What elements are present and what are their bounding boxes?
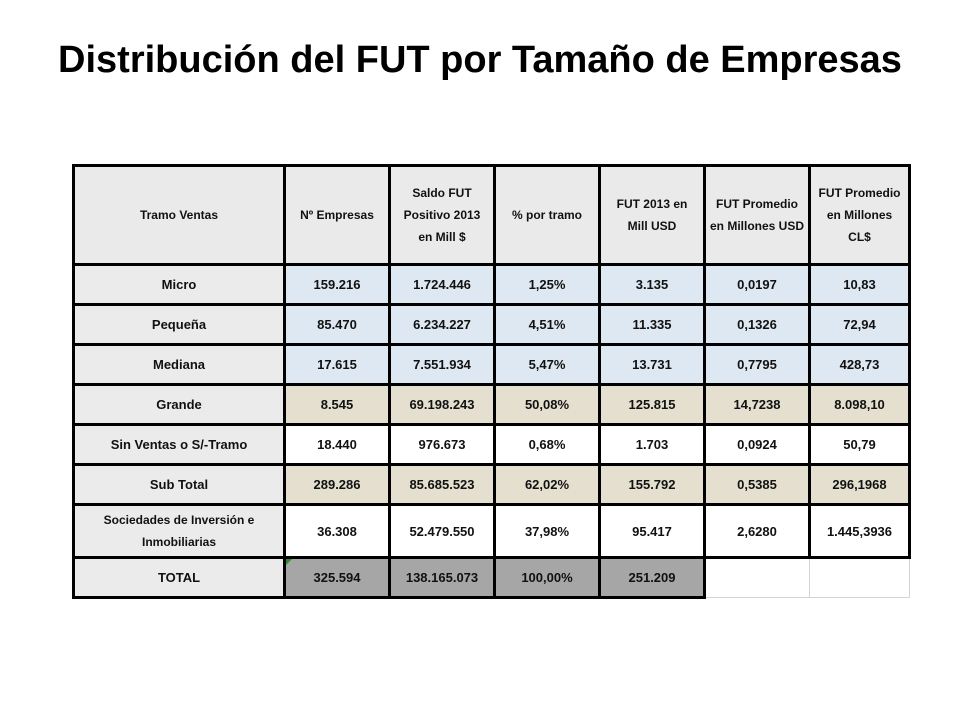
table-cell: 0,5385 xyxy=(703,463,811,506)
row-label: TOTAL xyxy=(72,556,286,599)
table-cell: 18.440 xyxy=(283,423,391,466)
table-cell: 7.551.934 xyxy=(388,343,496,386)
page-title: Distribución del FUT por Tamaño de Empre… xyxy=(58,39,902,81)
table-cell: 0,0197 xyxy=(703,263,811,306)
row-label: Sociedades de Inversión e Inmobiliarias xyxy=(72,503,286,559)
table-cell: 72,94 xyxy=(808,303,911,346)
row-label: Grande xyxy=(72,383,286,426)
table-cell: 296,1968 xyxy=(808,463,911,506)
row-label: Pequeña xyxy=(72,303,286,346)
table-cell: 0,1326 xyxy=(703,303,811,346)
table-cell: 976.673 xyxy=(388,423,496,466)
table-row: Micro 159.216 1.724.446 1,25% 3.135 0,01… xyxy=(72,263,911,306)
table-cell-empty xyxy=(704,557,810,598)
table-cell: 3.135 xyxy=(598,263,706,306)
table-cell: 37,98% xyxy=(493,503,601,559)
table-cell: 52.479.550 xyxy=(388,503,496,559)
table-cell: 159.216 xyxy=(283,263,391,306)
table-cell: 6.234.227 xyxy=(388,303,496,346)
fut-table-wrapper: Tramo Ventas Nº Empresas Saldo FUT Posit… xyxy=(72,164,911,599)
table-cell: 100,00% xyxy=(493,556,601,599)
table-row: Sin Ventas o S/-Tramo 18.440 976.673 0,6… xyxy=(72,423,911,466)
table-cell: 428,73 xyxy=(808,343,911,386)
table-cell: 10,83 xyxy=(808,263,911,306)
column-header: FUT 2013 en Mill USD xyxy=(598,164,706,266)
table-cell: 0,0924 xyxy=(703,423,811,466)
table-cell: 125.815 xyxy=(598,383,706,426)
table-cell: 95.417 xyxy=(598,503,706,559)
table-cell: 50,79 xyxy=(808,423,911,466)
table-row: Mediana 17.615 7.551.934 5,47% 13.731 0,… xyxy=(72,343,911,386)
table-header-row: Tramo Ventas Nº Empresas Saldo FUT Posit… xyxy=(72,164,911,266)
column-header: FUT Promedio en Millones USD xyxy=(703,164,811,266)
table-cell: 14,7238 xyxy=(703,383,811,426)
table-cell: 69.198.243 xyxy=(388,383,496,426)
table-cell: 251.209 xyxy=(598,556,706,599)
column-header: FUT Promedio en Millones CL$ xyxy=(808,164,911,266)
table-cell: 8.545 xyxy=(283,383,391,426)
table-cell: 85.470 xyxy=(283,303,391,346)
row-label: Mediana xyxy=(72,343,286,386)
table-cell: 62,02% xyxy=(493,463,601,506)
column-header: Tramo Ventas xyxy=(72,164,286,266)
table-cell: 155.792 xyxy=(598,463,706,506)
table-row-total: TOTAL 325.594 138.165.073 100,00% 251.20… xyxy=(72,556,910,599)
table-cell: 2,6280 xyxy=(703,503,811,559)
table-cell: 1,25% xyxy=(493,263,601,306)
table-cell: 1.724.446 xyxy=(388,263,496,306)
table-cell: 1.703 xyxy=(598,423,706,466)
table-cell: 138.165.073 xyxy=(388,556,496,599)
table-cell: 50,08% xyxy=(493,383,601,426)
row-label: Sin Ventas o S/-Tramo xyxy=(72,423,286,466)
table-cell: 289.286 xyxy=(283,463,391,506)
row-label: Sub Total xyxy=(72,463,286,506)
column-header: Nº Empresas xyxy=(283,164,391,266)
table-cell: 4,51% xyxy=(493,303,601,346)
table-cell: 5,47% xyxy=(493,343,601,386)
row-label: Micro xyxy=(72,263,286,306)
column-header: % por tramo xyxy=(493,164,601,266)
column-header: Saldo FUT Positivo 2013 en Mill $ xyxy=(388,164,496,266)
table-row: Grande 8.545 69.198.243 50,08% 125.815 1… xyxy=(72,383,911,426)
table-cell: 85.685.523 xyxy=(388,463,496,506)
table-cell-empty xyxy=(809,557,910,598)
table-cell: 0,68% xyxy=(493,423,601,466)
table-row: Pequeña 85.470 6.234.227 4,51% 11.335 0,… xyxy=(72,303,911,346)
table-cell: 1.445,3936 xyxy=(808,503,911,559)
table-cell: 36.308 xyxy=(283,503,391,559)
table-cell: 11.335 xyxy=(598,303,706,346)
table-cell: 17.615 xyxy=(283,343,391,386)
fut-table: Tramo Ventas Nº Empresas Saldo FUT Posit… xyxy=(72,164,911,599)
table-cell: 8.098,10 xyxy=(808,383,911,426)
table-cell: 13.731 xyxy=(598,343,706,386)
table-row: Sociedades de Inversión e Inmobiliarias … xyxy=(72,503,911,559)
table-cell: 325.594 xyxy=(283,556,391,599)
table-cell: 0,7795 xyxy=(703,343,811,386)
table-row-subtotal: Sub Total 289.286 85.685.523 62,02% 155.… xyxy=(72,463,911,506)
cell-marker-icon xyxy=(287,560,292,565)
